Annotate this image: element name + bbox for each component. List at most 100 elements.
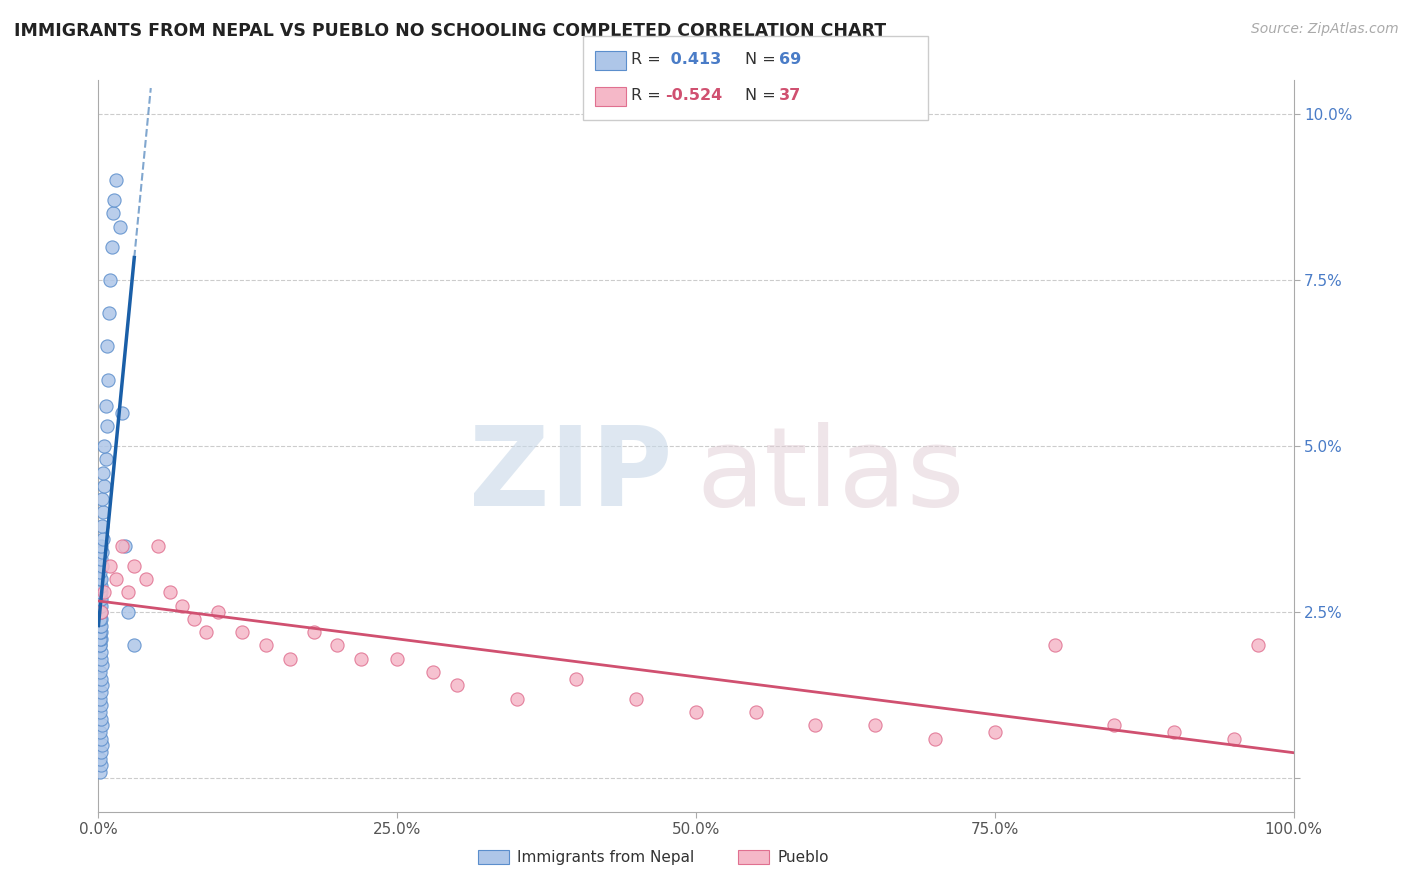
- Point: [90, 552, 112, 566]
- Text: 0.413: 0.413: [665, 53, 721, 67]
- Point: [124, 558, 146, 573]
- Point: [91, 492, 114, 507]
- Point: [124, 639, 146, 653]
- Point: [90, 731, 112, 746]
- Point: [98, 306, 121, 320]
- Point: [89, 665, 111, 679]
- Point: [101, 206, 124, 220]
- Point: [89, 625, 111, 640]
- Point: [183, 612, 205, 626]
- Point: [89, 639, 111, 653]
- Point: [90, 698, 112, 713]
- Point: [89, 618, 111, 632]
- Point: [685, 705, 707, 719]
- Text: R =: R =: [631, 88, 666, 103]
- Point: [90, 618, 112, 632]
- Point: [90, 579, 112, 593]
- Point: [114, 539, 136, 553]
- Point: [91, 466, 114, 480]
- Point: [1104, 718, 1126, 732]
- Point: [93, 585, 115, 599]
- Text: 37: 37: [779, 88, 801, 103]
- Point: [90, 599, 112, 613]
- Point: [94, 452, 117, 467]
- Point: [91, 558, 114, 573]
- Point: [90, 591, 112, 606]
- Point: [90, 745, 112, 759]
- Point: [1163, 725, 1185, 739]
- Point: [326, 639, 349, 653]
- Point: [89, 579, 111, 593]
- Point: [117, 585, 139, 599]
- Text: -0.524: -0.524: [665, 88, 723, 103]
- Point: [93, 439, 115, 453]
- Point: [93, 479, 115, 493]
- Point: [89, 612, 111, 626]
- Point: [1223, 731, 1246, 746]
- Point: [90, 605, 112, 619]
- Point: [172, 599, 194, 613]
- Point: [90, 585, 112, 599]
- Point: [231, 625, 253, 640]
- Point: [91, 738, 114, 752]
- Text: 69: 69: [779, 53, 801, 67]
- Point: [89, 639, 111, 653]
- Point: [254, 639, 277, 653]
- Point: [1043, 639, 1066, 653]
- Point: [117, 605, 139, 619]
- Point: [89, 751, 111, 765]
- Point: [278, 652, 301, 666]
- Point: [91, 545, 114, 559]
- Text: ZIP: ZIP: [468, 422, 672, 529]
- Point: [1247, 639, 1270, 653]
- Point: [91, 658, 114, 673]
- Point: [159, 585, 181, 599]
- Point: [94, 399, 117, 413]
- Point: [90, 712, 112, 726]
- Point: [90, 645, 112, 659]
- Text: Immigrants from Nepal: Immigrants from Nepal: [517, 850, 695, 864]
- Point: [422, 665, 444, 679]
- Text: Source: ZipAtlas.com: Source: ZipAtlas.com: [1251, 22, 1399, 37]
- Point: [148, 539, 170, 553]
- Point: [97, 372, 120, 386]
- Point: [91, 518, 114, 533]
- Point: [89, 725, 111, 739]
- Point: [91, 532, 114, 546]
- Point: [565, 672, 588, 686]
- Point: [105, 572, 128, 586]
- Point: [90, 685, 112, 699]
- Point: [865, 718, 887, 732]
- Point: [90, 758, 112, 772]
- Point: [91, 678, 114, 692]
- Point: [96, 339, 118, 353]
- Point: [91, 506, 114, 520]
- Point: [89, 591, 111, 606]
- Point: [100, 239, 122, 253]
- Point: [302, 625, 325, 640]
- Point: [745, 705, 768, 719]
- Point: [89, 705, 111, 719]
- Point: [103, 193, 125, 207]
- Text: N =: N =: [745, 88, 782, 103]
- Point: [626, 691, 648, 706]
- Point: [506, 691, 529, 706]
- Point: [96, 419, 118, 434]
- Text: atlas: atlas: [696, 422, 965, 529]
- Point: [385, 652, 409, 666]
- Point: [924, 731, 946, 746]
- Point: [89, 691, 111, 706]
- Point: [89, 632, 111, 646]
- Point: [207, 605, 229, 619]
- Point: [90, 539, 112, 553]
- Text: IMMIGRANTS FROM NEPAL VS PUEBLO NO SCHOOLING COMPLETED CORRELATION CHART: IMMIGRANTS FROM NEPAL VS PUEBLO NO SCHOO…: [14, 22, 886, 40]
- Point: [89, 566, 111, 580]
- Point: [135, 572, 157, 586]
- Point: [91, 718, 114, 732]
- Point: [89, 599, 111, 613]
- Text: Pueblo: Pueblo: [778, 850, 830, 864]
- Point: [108, 219, 131, 234]
- Point: [98, 558, 122, 573]
- Point: [98, 273, 122, 287]
- Point: [111, 539, 134, 553]
